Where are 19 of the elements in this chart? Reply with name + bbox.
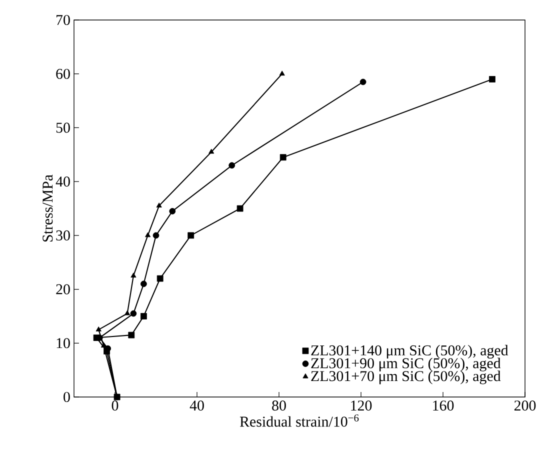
y-tick-label: 0	[64, 392, 70, 402]
legend-label: ZL301+70 μm SiC (50%), aged	[311, 370, 501, 384]
x-tick-label: 160	[433, 400, 454, 411]
legend-label: ZL301+90 μm SiC (50%), aged	[311, 358, 501, 372]
y-tick-label: 30	[56, 230, 70, 240]
x-tick-label: 200	[514, 400, 536, 411]
y-tick-label: 40	[56, 176, 70, 187]
y-tick-label: 60	[56, 68, 70, 79]
x-tick-label: 120	[351, 400, 372, 411]
x-tick-label: 80	[272, 400, 286, 411]
y-tick-label: 50	[56, 122, 70, 133]
y-axis-title: Stress/MPa	[42, 174, 53, 242]
y-tick-label: 70	[56, 14, 70, 26]
legend-label: ZL301+140 μm SiC (50%), aged	[311, 344, 508, 359]
x-axis-title: Residual strain/10$^{−6}$	[240, 414, 359, 427]
y-tick-label: 20	[56, 284, 70, 294]
x-tick-label: 0	[112, 400, 118, 411]
y-tick-label: 10	[56, 338, 70, 348]
x-tick-label: 40	[190, 400, 204, 411]
